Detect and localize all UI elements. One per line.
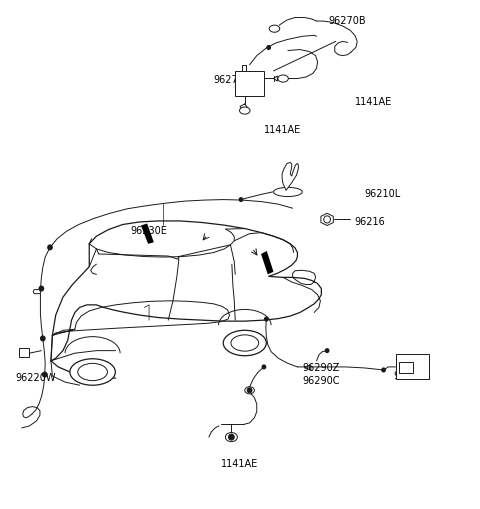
Text: 96290R: 96290R <box>393 371 431 380</box>
Polygon shape <box>282 163 299 191</box>
Text: 96290Z: 96290Z <box>302 362 339 372</box>
Ellipse shape <box>223 331 266 356</box>
Circle shape <box>264 317 269 322</box>
Text: 1141AE: 1141AE <box>355 97 392 107</box>
Text: 96210L: 96210L <box>364 189 401 199</box>
Circle shape <box>228 434 234 440</box>
Text: 1141AE: 1141AE <box>264 125 301 135</box>
Ellipse shape <box>78 363 108 381</box>
Polygon shape <box>141 224 154 244</box>
Ellipse shape <box>226 433 238 442</box>
Text: 96270A: 96270A <box>214 74 251 84</box>
Circle shape <box>324 348 329 353</box>
Ellipse shape <box>269 26 280 33</box>
Ellipse shape <box>278 76 288 83</box>
Circle shape <box>239 197 243 203</box>
Text: 96270B: 96270B <box>328 16 366 26</box>
Text: 96230E: 96230E <box>130 225 167 235</box>
Ellipse shape <box>274 188 302 197</box>
Text: 1141AE: 1141AE <box>221 458 259 468</box>
Circle shape <box>266 46 271 51</box>
Bar <box>19 348 29 357</box>
Ellipse shape <box>240 108 250 115</box>
Polygon shape <box>321 214 333 226</box>
Circle shape <box>247 388 252 393</box>
Bar <box>235 72 264 97</box>
Circle shape <box>38 286 44 292</box>
Text: 96216: 96216 <box>355 216 385 227</box>
Bar <box>399 362 413 373</box>
Ellipse shape <box>245 387 254 394</box>
Bar <box>396 354 429 379</box>
Ellipse shape <box>70 359 115 385</box>
Ellipse shape <box>231 335 259 351</box>
Polygon shape <box>261 251 274 275</box>
Text: 96220W: 96220W <box>15 373 56 382</box>
Circle shape <box>262 364 266 370</box>
Circle shape <box>381 367 386 373</box>
Text: 96290C: 96290C <box>302 375 340 385</box>
Circle shape <box>40 336 46 342</box>
Circle shape <box>42 372 48 378</box>
Circle shape <box>47 245 53 251</box>
